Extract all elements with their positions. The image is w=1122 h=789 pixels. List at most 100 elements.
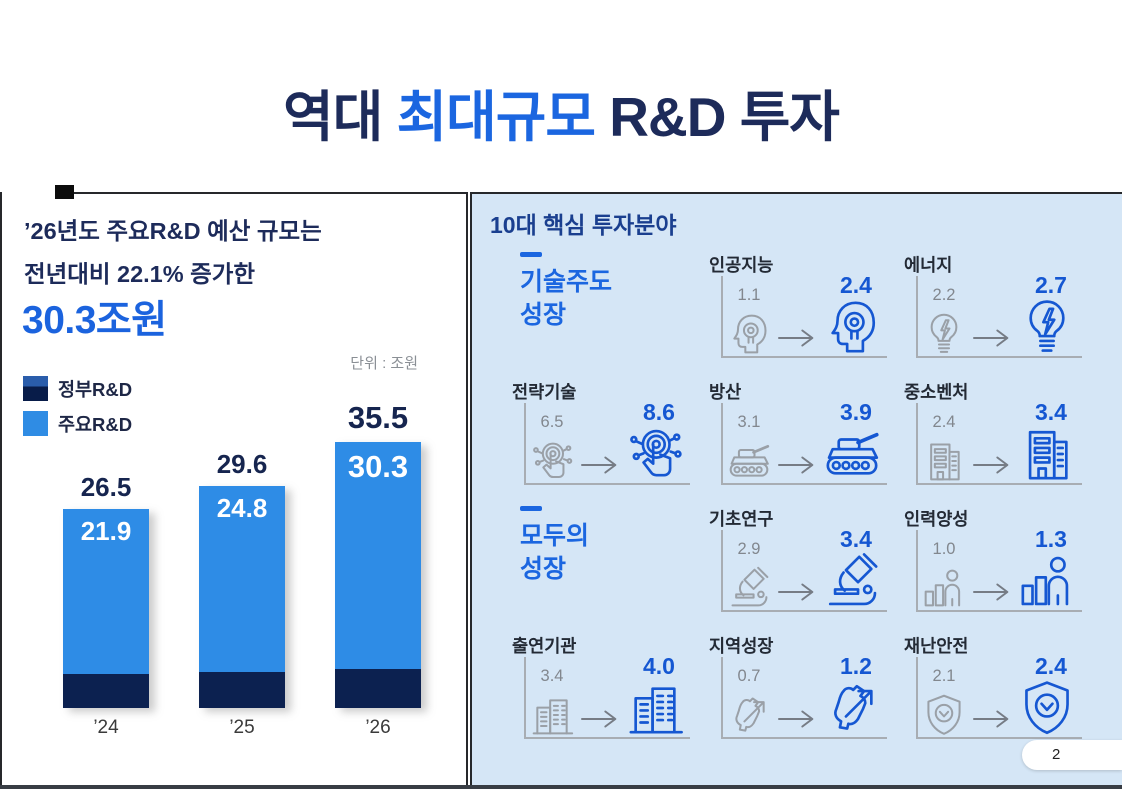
axis-line xyxy=(721,403,723,483)
item-to-value: 2.7 xyxy=(1035,272,1067,298)
panel-header: 10대 핵심 투자분야 xyxy=(490,212,677,238)
corner-square-marker xyxy=(55,185,74,199)
microscope-icon xyxy=(727,566,771,610)
shield-safety-icon xyxy=(922,693,966,737)
item-to-value: 3.4 xyxy=(1035,399,1067,425)
axis-line xyxy=(524,657,526,737)
item-to-value: 4.0 xyxy=(643,653,675,679)
page-title: 역대 최대규모 R&D 투자 xyxy=(0,72,1122,152)
tank-icon xyxy=(823,425,881,483)
axis-line xyxy=(916,483,1082,485)
legend-item-main-rnd: 주요R&D xyxy=(23,411,132,436)
item-disaster-safety: 재난안전 2.1 2.4 xyxy=(882,623,1082,750)
arrow-right-icon xyxy=(777,709,821,729)
talent-person-icon xyxy=(1018,552,1076,610)
item-label: 에너지 xyxy=(904,255,953,275)
bar-inner-label: 24.8 xyxy=(216,493,268,523)
title-prefix: 역대 xyxy=(283,86,397,148)
arrow-right-icon xyxy=(972,582,1016,602)
item-talent-development: 인력양성 1.0 1.3 xyxy=(882,496,1082,623)
axis-line xyxy=(721,483,887,485)
section-tech-led-growth: 기술주도 성장 xyxy=(490,242,687,369)
item-basic-research: 기초연구 2.9 3.4 xyxy=(687,496,887,623)
headline-line1: ’26년도 주요R&D 예산 규모는 xyxy=(24,218,322,244)
arrow-right-icon xyxy=(972,709,1016,729)
ai-head-icon xyxy=(727,312,771,356)
item-to-value: 3.4 xyxy=(840,526,872,552)
bar-segment-gov-rnd xyxy=(63,673,149,708)
item-label: 지역성장 xyxy=(709,636,774,656)
bar-segment-gov-rnd xyxy=(199,672,285,708)
bar-total-label: 35.5 xyxy=(347,399,409,435)
bar-inner-label: 30.3 xyxy=(347,448,409,484)
item-energy: 에너지 2.2 2.7 xyxy=(882,242,1082,369)
item-to-value: 3.9 xyxy=(840,399,872,425)
bar-group-2024: 26.5 21.9 ’24 xyxy=(63,472,149,738)
axis-line xyxy=(721,657,723,737)
page-number: 2 xyxy=(1052,746,1061,763)
legend-swatch-main-icon xyxy=(23,411,48,436)
bottom-edge-bar xyxy=(0,785,1122,789)
axis-line xyxy=(721,276,723,356)
bar-year-label: ’24 xyxy=(93,717,119,738)
bar-year-label: ’26 xyxy=(365,717,391,738)
headline-line2: 전년대비 22.1% 증가한 xyxy=(24,261,256,287)
bar-group-2026: 35.5 30.3 ’26 xyxy=(335,399,421,738)
touch-tech-icon xyxy=(530,439,574,483)
item-label: 기초연구 xyxy=(709,509,774,529)
axis-line xyxy=(916,276,918,356)
korea-map-growth-icon xyxy=(823,679,881,737)
item-label: 전략기술 xyxy=(512,382,577,402)
ai-head-icon xyxy=(823,298,881,356)
item-label: 출연기관 xyxy=(512,636,577,656)
item-regional-growth: 지역성장 0.7 1.2 xyxy=(687,623,887,750)
bar-segment-gov-rnd xyxy=(335,669,421,708)
axis-line xyxy=(524,737,690,739)
legend-item-gov-rnd: 정부R&D xyxy=(23,376,132,401)
title-highlight: 최대규모 xyxy=(396,86,596,148)
korea-map-growth-icon xyxy=(727,693,771,737)
axis-line xyxy=(721,610,887,612)
budget-panel: ’26년도 주요R&D 예산 규모는 전년대비 22.1% 증가한 30.3조원… xyxy=(0,185,468,785)
bar-year-label: ’25 xyxy=(229,717,255,738)
item-from-value: 6.5 xyxy=(540,413,564,431)
stacked-bar: 30.3 xyxy=(335,441,421,708)
item-from-value: 1.1 xyxy=(737,286,761,304)
item-from-value: 2.4 xyxy=(932,413,956,431)
panel-top-border xyxy=(56,192,466,194)
item-ai: 인공지능 1.1 2.4 xyxy=(687,242,887,369)
lightbulb-energy-icon xyxy=(1018,298,1076,356)
institute-building-icon xyxy=(530,693,574,737)
item-to-value: 8.6 xyxy=(643,399,675,425)
section-growth-for-all: 모두의 성장 xyxy=(490,496,687,623)
investment-areas-panel: 10대 핵심 투자분야 기술주도 성장 인공지능 1.1 2.4 xyxy=(470,192,1122,785)
section-dash xyxy=(520,506,542,511)
axis-line xyxy=(916,657,918,737)
item-from-value: 0.7 xyxy=(737,667,761,685)
item-label: 인력양성 xyxy=(904,509,969,529)
stacked-bar: 24.8 xyxy=(199,486,285,708)
bar-total-label: 26.5 xyxy=(80,472,132,503)
item-from-value: 2.2 xyxy=(932,286,956,304)
bar-group-2025: 29.6 24.8 ’25 xyxy=(199,449,285,738)
bar-segment-main-rnd: 30.3 xyxy=(335,441,421,669)
arrow-right-icon xyxy=(777,328,821,348)
venture-building-icon xyxy=(1018,425,1076,483)
item-from-value: 1.0 xyxy=(932,540,956,558)
item-label: 중소벤처 xyxy=(904,382,969,402)
bar-segment-main-rnd: 21.9 xyxy=(63,509,149,674)
axis-line xyxy=(916,737,1082,739)
unit-label: 단위 : 조원 xyxy=(350,355,418,372)
talent-person-icon xyxy=(922,566,966,610)
arrow-right-icon xyxy=(777,582,821,602)
arrow-right-icon xyxy=(777,455,821,475)
bar-segment-main-rnd: 24.8 xyxy=(199,486,285,672)
item-to-value: 1.2 xyxy=(840,653,872,679)
item-from-value: 3.1 xyxy=(737,413,761,431)
item-label: 인공지능 xyxy=(709,255,774,275)
axis-line xyxy=(916,356,1082,358)
axis-line xyxy=(916,403,918,483)
venture-building-icon xyxy=(922,439,966,483)
page-number-pill[interactable]: 2 xyxy=(1022,740,1122,770)
